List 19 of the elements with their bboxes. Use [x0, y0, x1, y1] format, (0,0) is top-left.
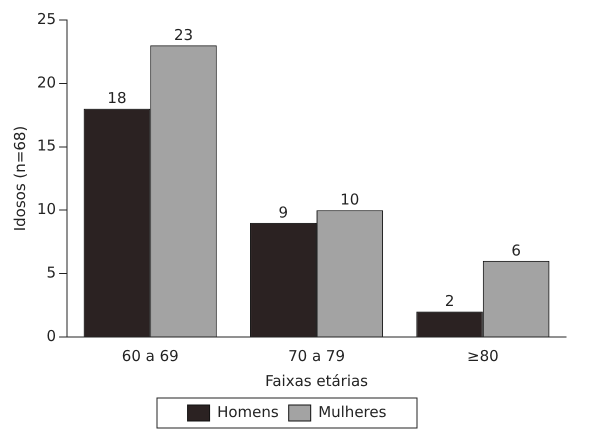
- data-label: 23: [174, 26, 194, 44]
- data-label: 6: [511, 241, 521, 260]
- legend-label: Mulheres: [318, 402, 387, 421]
- data-label: 2: [444, 292, 454, 310]
- y-tick-label: 20: [36, 73, 56, 92]
- legend-label: Homens: [217, 402, 279, 421]
- data-label: 9: [278, 203, 288, 222]
- y-tick-label: 5: [46, 263, 56, 282]
- data-label: 10: [340, 190, 360, 209]
- x-axis-title: Faixas etárias: [265, 372, 368, 390]
- x-tick-label: ≥80: [467, 346, 499, 365]
- data-label: 18: [107, 89, 127, 108]
- x-tick-label: 70 a 79: [288, 346, 345, 365]
- y-tick-label: 25: [36, 10, 56, 28]
- x-tick-label: 60 a 69: [122, 346, 179, 365]
- y-tick-label: 15: [36, 136, 56, 155]
- y-axis-title: Idosos (n=68): [10, 126, 29, 232]
- y-tick-label: 10: [36, 200, 56, 218]
- y-tick-label: 0: [46, 326, 56, 345]
